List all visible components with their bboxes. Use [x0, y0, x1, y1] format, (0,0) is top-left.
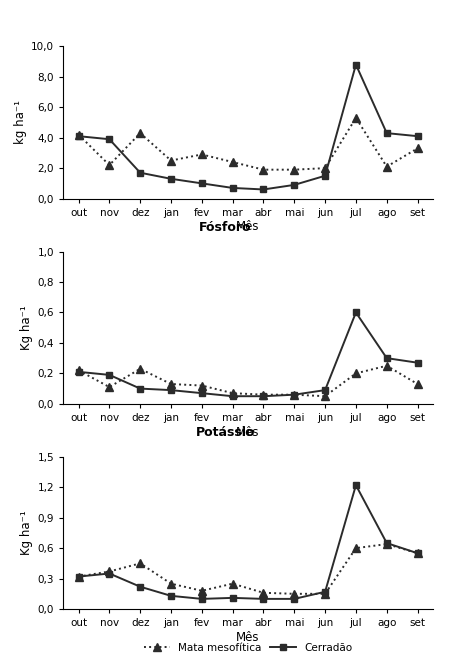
Y-axis label: Kg ha⁻¹: Kg ha⁻¹	[20, 305, 33, 350]
X-axis label: Mês: Mês	[236, 426, 260, 439]
Text: Potássio: Potássio	[196, 426, 255, 440]
Y-axis label: Kg ha⁻¹: Kg ha⁻¹	[20, 510, 33, 555]
Legend: Mata mesofítica, Cerradão: Mata mesofítica, Cerradão	[140, 638, 356, 657]
X-axis label: Mês: Mês	[236, 631, 260, 644]
Y-axis label: kg ha⁻¹: kg ha⁻¹	[14, 101, 27, 144]
X-axis label: Mês: Mês	[236, 220, 260, 234]
Text: Fósforo: Fósforo	[199, 221, 252, 234]
